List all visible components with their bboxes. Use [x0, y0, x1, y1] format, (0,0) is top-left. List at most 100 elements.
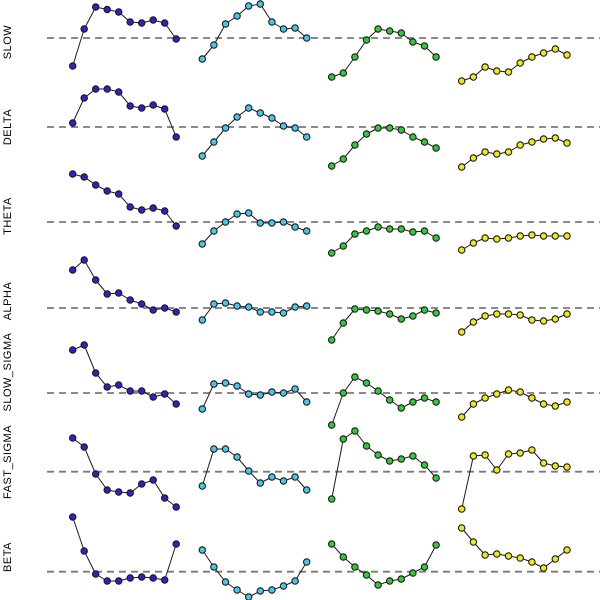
data-point-slow-sigma-group-4-yellow [516, 388, 524, 396]
data-point-beta-group-4-yellow [563, 546, 571, 554]
data-point-delta-group-1-blue [91, 85, 100, 93]
data-point-delta-group-2-cyan [198, 152, 207, 160]
data-point-beta-group-4-yellow [516, 554, 524, 562]
data-point-delta-group-1-blue [80, 94, 88, 102]
row-delta: DELTA [2, 85, 600, 171]
data-point-delta-group-3-green [385, 124, 394, 132]
data-point-alpha-group-3-green [409, 312, 417, 320]
data-point-beta-group-3-green [420, 563, 429, 571]
data-point-theta-group-1-blue [68, 170, 77, 178]
data-point-theta-group-2-cyan [198, 240, 207, 248]
data-point-slow-group-4-yellow [504, 68, 513, 76]
data-point-theta-group-2-cyan [244, 209, 253, 217]
data-point-slow-sigma-group-2-cyan [233, 382, 241, 390]
data-point-delta-group-1-blue [149, 101, 157, 109]
data-point-delta-group-4-yellow [504, 148, 513, 156]
data-point-slow-sigma-group-4-yellow [457, 413, 466, 421]
data-point-beta-group-1-blue [114, 577, 123, 585]
data-point-delta-group-1-blue [126, 102, 134, 110]
data-point-slow-group-2-cyan [233, 12, 241, 20]
data-point-slow-group-2-cyan [256, 0, 265, 8]
data-point-alpha-group-2-cyan [302, 302, 311, 310]
data-point-fast-sigma-group-3-green [420, 461, 429, 469]
data-point-alpha-group-4-yellow [528, 316, 536, 324]
data-point-slow-group-3-green [420, 42, 429, 50]
data-point-fast-sigma-group-4-yellow [469, 452, 478, 460]
data-point-alpha-group-1-blue [114, 289, 123, 297]
data-point-slow-sigma-group-4-yellow [528, 394, 536, 402]
data-point-theta-group-4-yellow [493, 235, 501, 243]
data-point-theta-group-2-cyan [302, 227, 311, 235]
data-point-fast-sigma-group-3-green [374, 451, 382, 459]
series-line-alpha-group-1-blue [72, 259, 177, 313]
data-point-delta-group-3-green [339, 155, 348, 163]
data-point-fast-sigma-group-1-blue [126, 489, 134, 497]
data-point-slow-sigma-group-2-cyan [268, 388, 276, 396]
data-point-delta-group-4-yellow [469, 154, 478, 162]
data-point-slow-group-2-cyan [279, 25, 288, 33]
data-point-slow-group-3-green [374, 25, 382, 33]
series-line-fast-sigma-group-4-yellow [461, 449, 568, 510]
data-point-slow-sigma-group-4-yellow [563, 398, 571, 406]
data-point-theta-group-4-yellow [539, 232, 548, 240]
series-line-delta-group-3-green [331, 127, 437, 167]
data-point-slow-group-2-cyan [302, 34, 311, 42]
data-point-alpha-group-1-blue [68, 266, 77, 274]
data-point-alpha-group-1-blue [91, 276, 100, 284]
data-point-alpha-group-4-yellow [539, 317, 548, 325]
data-point-slow-group-3-green [351, 53, 359, 61]
data-point-beta-group-1-blue [91, 570, 100, 578]
series-line-slow-group-2-cyan [201, 3, 308, 60]
data-point-beta-group-1-blue [149, 574, 157, 582]
series-line-alpha-group-3-green [331, 308, 437, 341]
data-point-beta-group-2-cyan [268, 586, 276, 594]
row-slow-sigma: SLOW_SIGMA [2, 332, 600, 429]
data-point-alpha-group-3-green [432, 309, 440, 317]
data-point-fast-sigma-group-1-blue [68, 434, 77, 442]
data-point-theta-group-4-yellow [469, 239, 478, 247]
data-point-beta-group-3-green [409, 569, 417, 577]
data-point-fast-sigma-group-2-cyan [198, 482, 207, 490]
data-point-beta-group-1-blue [103, 577, 111, 585]
series-line-fast-sigma-group-2-cyan [201, 448, 308, 491]
row-alpha: ALPHA [2, 256, 600, 344]
data-point-alpha-group-3-green [351, 305, 359, 313]
series-line-alpha-group-2-cyan [201, 302, 308, 321]
data-point-alpha-group-4-yellow [563, 310, 571, 318]
data-point-theta-group-2-cyan [268, 219, 276, 227]
data-point-delta-group-1-blue [103, 85, 111, 93]
data-point-fast-sigma-group-2-cyan [244, 467, 253, 475]
data-point-theta-group-4-yellow [563, 232, 571, 240]
data-point-delta-group-1-blue [137, 104, 146, 112]
data-point-slow-group-4-yellow [528, 53, 536, 61]
data-point-fast-sigma-group-2-cyan [268, 473, 276, 481]
data-point-alpha-group-2-cyan [256, 308, 265, 316]
data-point-delta-group-3-green [397, 126, 406, 134]
data-point-fast-sigma-group-1-blue [91, 470, 100, 478]
data-point-slow-sigma-group-1-blue [149, 393, 157, 401]
row-label-theta: THETA [2, 197, 14, 235]
data-point-beta-group-1-blue [160, 576, 169, 584]
data-point-slow-group-3-green [339, 69, 348, 77]
data-point-fast-sigma-group-1-blue [137, 480, 146, 488]
data-point-delta-group-2-cyan [291, 124, 299, 132]
data-point-slow-sigma-group-3-green [397, 404, 406, 412]
data-point-alpha-group-1-blue [126, 296, 134, 304]
data-point-slow-sigma-group-2-cyan [244, 390, 253, 398]
series-line-theta-group-2-cyan [201, 212, 308, 245]
data-point-delta-group-3-green [409, 133, 417, 141]
data-point-fast-sigma-group-3-green [397, 455, 406, 463]
data-point-slow-sigma-group-1-blue [114, 381, 123, 389]
data-point-beta-group-3-green [327, 540, 336, 548]
data-point-slow-sigma-group-4-yellow [539, 400, 548, 408]
data-point-fast-sigma-group-4-yellow [481, 451, 489, 459]
data-point-fast-sigma-group-3-green [327, 495, 336, 503]
data-point-fast-sigma-group-1-blue [103, 486, 111, 494]
data-point-alpha-group-1-blue [149, 306, 157, 314]
data-point-slow-sigma-group-4-yellow [469, 400, 478, 408]
data-point-delta-group-4-yellow [516, 141, 524, 149]
data-point-fast-sigma-group-2-cyan [221, 445, 230, 453]
data-point-theta-group-1-blue [80, 173, 88, 181]
data-point-fast-sigma-group-4-yellow [457, 505, 466, 513]
